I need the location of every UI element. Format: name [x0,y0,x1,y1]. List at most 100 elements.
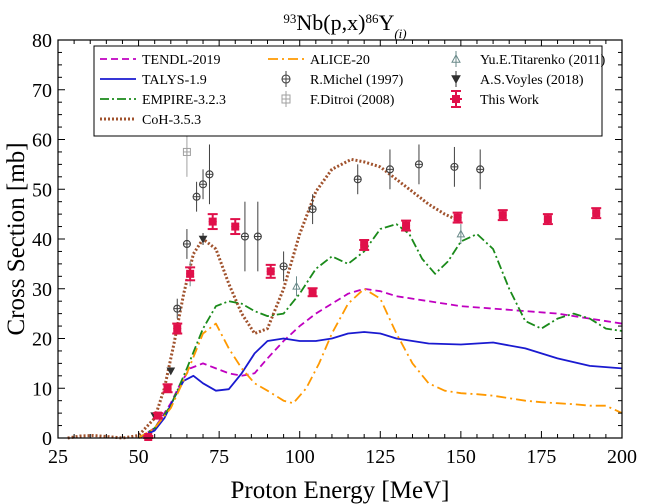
x-tick-label: 50 [129,446,149,468]
x-tick-label: 150 [446,446,476,468]
r-michel-1997-point [385,149,395,190]
r-michel-1997-point [205,144,214,205]
title-mass-b: 86 [365,11,379,26]
legend-label: TALYS-1.9 [142,73,207,88]
legend-label: TENDL-2019 [142,53,221,68]
this-work-point [265,263,276,279]
y-tick-label: 0 [42,428,52,450]
r-michel-1997-point [253,201,262,272]
title-sub: (i) [394,26,406,41]
plot-area [67,127,623,442]
legend-entry-coh-3-5-3: CoH-3.5.3 [100,113,201,128]
x-axis-label: Proton Energy [MeV] [231,477,450,504]
this-work-point [152,411,163,420]
legend: TENDL-2019 TALYS-1.9 EMPIRE-3.2.3 CoH-3.5.3… [93,45,606,137]
this-work-marker [452,95,460,103]
r-michel-1997-point [173,298,182,319]
y-tick-label: 50 [32,179,52,201]
y-tick-label: 70 [32,80,52,102]
this-work-marker [144,433,153,442]
r-michel-1997-point [450,146,459,187]
this-work-point [230,218,241,236]
yu-e-titarenko-2011-point [456,224,466,244]
y-tick-label: 10 [32,378,52,400]
series-this-work [143,207,602,442]
a-s-voyles-2018-marker [198,235,208,244]
r-michel-1997-point [414,144,424,185]
legend-entry-this-work: This Work [450,90,539,108]
x-tick-label: 100 [285,446,315,468]
this-work-marker [360,240,369,249]
this-work-marker [308,288,317,297]
legend-label: EMPIRE-3.2.3 [142,93,226,108]
yu-e-titarenko-2011-point [292,276,301,297]
y-tick-label: 30 [32,279,52,301]
this-work-marker [453,213,462,222]
series-r-michel-1997 [173,144,485,319]
this-work-marker [498,211,507,220]
x-tick-label: 125 [365,446,395,468]
legend-entry-empire-3-2-3: EMPIRE-3.2.3 [100,93,226,108]
alice-20-line [138,287,623,439]
legend-label: ALICE-20 [310,53,370,68]
r-michel-1997-point [476,149,485,190]
a-s-voyles-2018-marker [451,75,461,85]
this-work-marker [592,209,601,218]
empire-3-2-3-line [138,223,623,439]
title-product: Y [378,10,394,35]
legend-label: F.Ditroi (2008) [310,93,395,108]
a-s-voyles-2018-point [166,367,176,376]
r-michel-1997-point [353,164,362,195]
title-target: Nb(p,x) [296,10,365,35]
legend-entry-yu-e-titarenko-2011: Yu.E.Titarenko (2011) [451,51,606,68]
this-work-point [307,287,318,298]
this-work-marker [402,221,411,230]
this-work-marker [266,267,275,276]
title-mass-a: 93 [283,11,296,26]
this-work-point [542,213,553,226]
yu-e-titarenko-2011-marker [292,281,301,290]
x-tick-label: 75 [209,446,229,468]
a-s-voyles-2018-point [198,233,208,245]
legend-entry-alice-20: ALICE-20 [268,53,370,68]
legend-label: A.S.Voyles (2018) [480,73,584,88]
y-tick-label: 80 [32,30,52,52]
coh-3-5-3-line [67,157,462,440]
series-coh-3-5-3 [67,157,462,440]
this-work-marker [163,384,172,393]
series-empire-3-2-3 [138,223,623,439]
this-work-point [401,219,412,232]
axis-ticks: 25 50 75 100 125 150 175 200 0 10 20 30 40 50 60 70 80 [32,30,637,468]
x-tick-label: 25 [48,446,68,468]
legend-label: This Work [480,93,539,108]
this-work-point [207,213,218,231]
x-tick-label: 200 [607,446,637,468]
this-work-point [162,383,173,394]
this-work-marker [173,324,182,333]
yu-e-titarenko-2011-marker [451,53,461,63]
series-alice-20 [138,287,623,439]
legend-box [93,45,603,137]
this-work-point [359,238,370,251]
yu-e-titarenko-2011-marker [456,229,466,238]
legend-entry-a-s-voyles-2018: A.S.Voyles (2018) [451,71,584,88]
r-michel-1997-point [192,181,201,212]
legend-entry-r-michel-1997: R.Michel (1997) [281,71,404,88]
this-work-point [497,209,508,222]
legend-entry-tendl-2019: TENDL-2019 [100,53,221,68]
this-work-point [172,322,183,335]
this-work-marker [543,215,552,224]
legend-label: CoH-3.5.3 [142,113,201,128]
r-michel-1997-point [198,169,208,200]
this-work-point [143,433,154,442]
this-work-point [452,211,463,224]
legend-label: R.Michel (1997) [310,73,404,88]
y-tick-label: 20 [32,329,52,351]
legend-entry-f-ditroi-2008: F.Ditroi (2008) [281,91,395,108]
y-axis-label: Cross Section [mb] [3,142,30,335]
this-work-marker [231,222,240,231]
r-michel-1997-point [308,194,317,225]
r-michel-1997-point [240,201,249,272]
